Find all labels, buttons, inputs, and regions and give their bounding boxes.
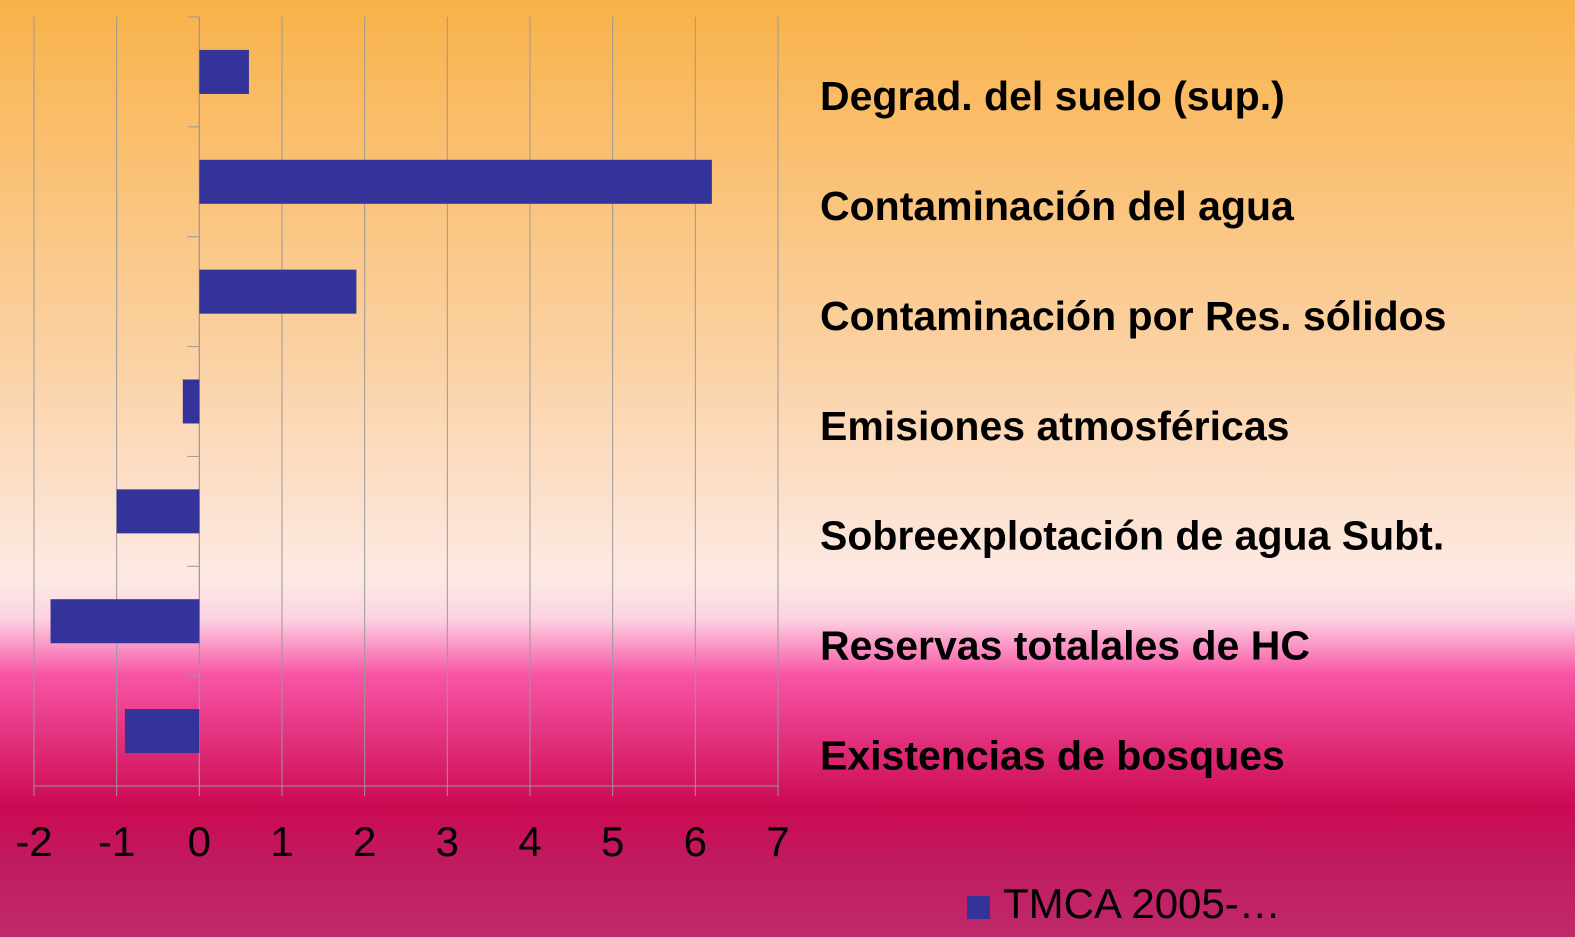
bar [199, 269, 357, 314]
x-tick-label: 0 [188, 818, 211, 865]
x-tick-label: 1 [270, 818, 293, 865]
category-label: Reservas totalales de HC [820, 623, 1310, 669]
x-tick-label: 3 [436, 818, 459, 865]
bar [50, 599, 200, 644]
x-tick-label: 5 [601, 818, 624, 865]
x-tick-label: 2 [353, 818, 376, 865]
category-label: Emisiones atmosféricas [820, 403, 1289, 449]
bar [124, 709, 200, 754]
category-label: Sobreexplotación de agua Subt. [820, 513, 1444, 559]
x-tick-label: 7 [766, 818, 789, 865]
category-label: Degrad. del suelo (sup.) [820, 73, 1285, 119]
legend-swatch [967, 896, 990, 919]
x-tick-label: 6 [684, 818, 707, 865]
x-tick-label: -1 [98, 818, 135, 865]
category-label: Existencias de bosques [820, 732, 1285, 778]
category-label: Contaminación por Res. sólidos [820, 293, 1446, 339]
category-label: Contaminación del agua [820, 183, 1295, 229]
bar [116, 489, 200, 534]
bar [199, 159, 712, 204]
bar [199, 49, 249, 94]
x-tick-label: -2 [15, 818, 52, 865]
x-tick-label: 4 [518, 818, 541, 865]
legend-label: TMCA 2005-… [1003, 880, 1281, 927]
bar [182, 379, 200, 424]
